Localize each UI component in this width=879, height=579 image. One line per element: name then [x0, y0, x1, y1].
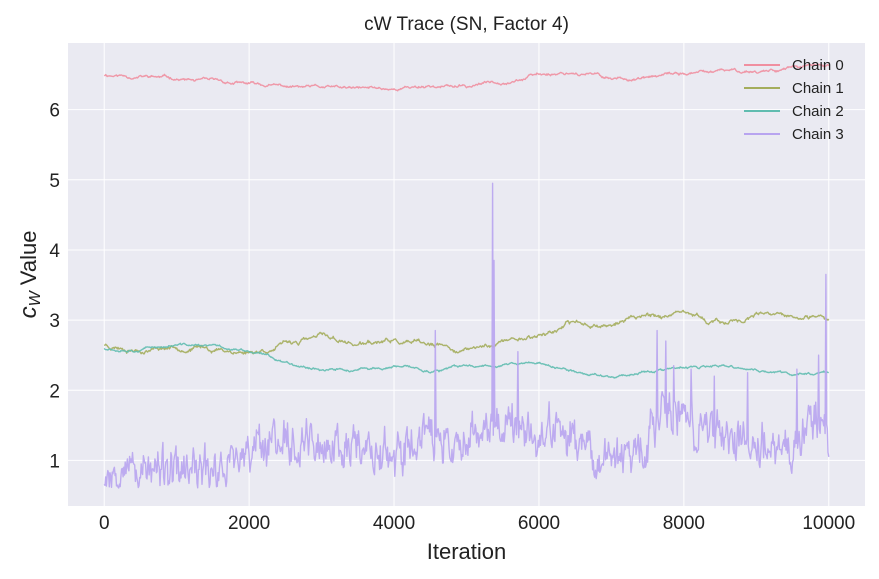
legend-label: Chain 2 [792, 103, 844, 120]
y-tick-label: 1 [49, 451, 60, 472]
x-tick-label: 0 [99, 513, 110, 534]
y-tick-label: 5 [49, 171, 60, 192]
y-axis-label-subscript: W [27, 289, 44, 306]
series-layer [103, 63, 830, 489]
x-tick-label: 2000 [228, 513, 270, 534]
legend-entry-chain-3: Chain 3 [744, 126, 844, 143]
x-axis-label: Iteration [427, 539, 507, 564]
y-tick-label: 3 [49, 311, 60, 332]
y-tick-label: 2 [49, 381, 60, 402]
x-tick-label: 8000 [663, 513, 705, 534]
legend-label: Chain 1 [792, 80, 844, 97]
y-axis-label: cW Value [15, 231, 44, 319]
legend-entry-chain-2: Chain 2 [744, 103, 844, 120]
series-line-chain-2 [103, 342, 829, 379]
series-line-chain-1 [103, 309, 830, 355]
y-tick-label: 6 [49, 101, 60, 122]
y-tick-label: 4 [49, 241, 60, 262]
legend-entry-chain-0: Chain 0 [744, 57, 844, 74]
x-axis-ticks: 0 2000 4000 6000 8000 10000 [99, 513, 855, 534]
legend: Chain 0 Chain 1 Chain 2 Chain 3 [744, 57, 844, 143]
legend-entry-chain-1: Chain 1 [744, 80, 844, 97]
y-axis-ticks: 1 2 3 4 5 6 [49, 101, 60, 473]
x-tick-label: 10000 [802, 513, 855, 534]
y-axis-label-text: Value [16, 231, 41, 292]
x-tick-label: 4000 [373, 513, 415, 534]
legend-label: Chain 0 [792, 57, 844, 74]
x-tick-label: 6000 [518, 513, 560, 534]
chart-title: cW Trace (SN, Factor 4) [364, 14, 569, 35]
series-line-chain-0 [103, 63, 830, 92]
legend-label: Chain 3 [792, 126, 844, 143]
y-axis-label-symbol: c [15, 306, 42, 318]
series-line-chain-3 [103, 182, 830, 489]
plot-area [68, 43, 865, 506]
